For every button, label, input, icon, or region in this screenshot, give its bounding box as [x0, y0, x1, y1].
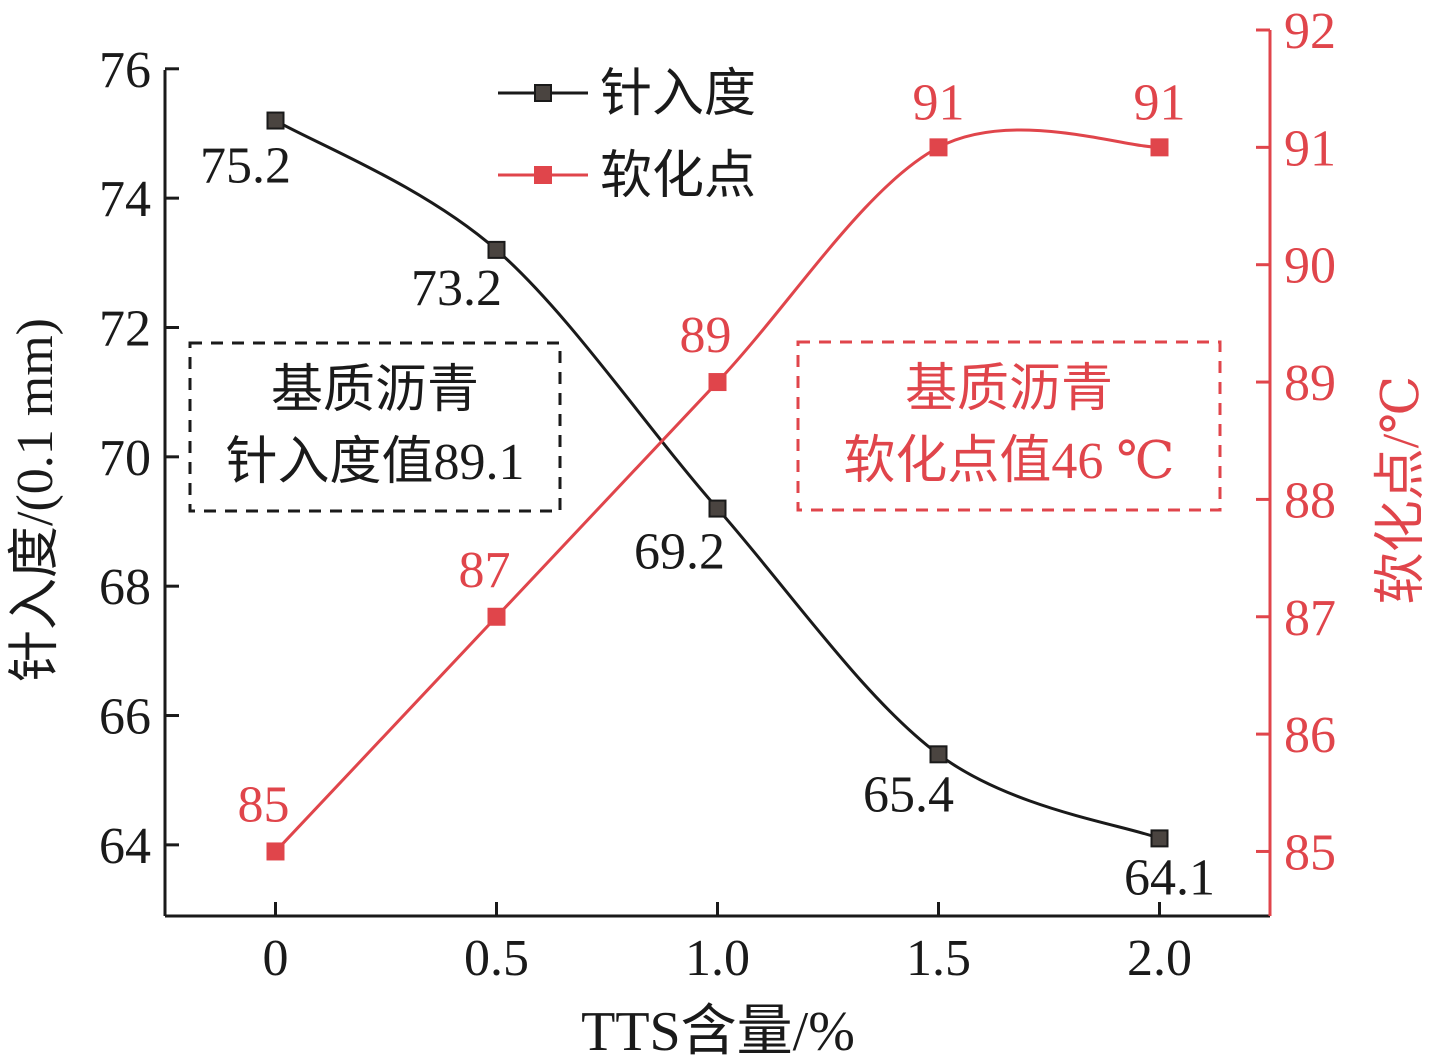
data-label: 91: [913, 74, 965, 131]
x-tick-label: 1.0: [685, 930, 750, 987]
data-label: 89: [680, 307, 732, 364]
left-y-tick-label: 68: [99, 559, 151, 616]
data-point-marker: [266, 842, 285, 861]
annotation-text: 软化点值46 ℃: [843, 433, 1174, 490]
annotation-text: 基质沥青: [905, 361, 1113, 418]
annotation-box: [188, 341, 562, 513]
annotation-box: [796, 340, 1222, 512]
left-y-tick-label: 76: [99, 42, 151, 99]
legend-marker: [534, 84, 552, 102]
right-y-axis-label: 软化点/℃: [1373, 376, 1430, 605]
legend-label: 软化点: [600, 148, 756, 205]
x-tick-label: 2.0: [1127, 930, 1192, 987]
data-point-marker: [1150, 829, 1169, 848]
annotation-text: 针入度值89.1: [225, 434, 524, 491]
data-label: 85: [238, 776, 290, 833]
annotation-text: 基质沥青: [271, 362, 479, 419]
right-y-tick-label: 92: [1284, 3, 1336, 60]
right-y-tick-label: 90: [1284, 238, 1336, 295]
data-label: 91: [1134, 74, 1186, 131]
data-point-marker: [708, 373, 727, 392]
right-y-tick-label: 86: [1284, 707, 1336, 764]
data-label: 69.2: [634, 524, 725, 581]
right-y-tick-label: 87: [1284, 590, 1336, 647]
data-point-marker: [929, 138, 948, 157]
x-tick-label: 0: [263, 930, 289, 987]
left-y-axis-label: 针入度/(0.1 mm): [7, 318, 64, 682]
plot-area: 75.2 73.2 69.2 65.4 64.1 85 87 89 91 91: [200, 74, 1215, 906]
data-label: 87: [459, 542, 511, 599]
data-point-marker: [487, 240, 506, 259]
data-label: 65.4: [863, 766, 954, 823]
axes: 0 0.5 1.0 1.5 2.0 64 66 68 70 72 74 76 85 86 87 88 89 90 9…: [99, 3, 1336, 987]
data-label: 75.2: [200, 138, 291, 195]
data-point-marker: [708, 499, 727, 518]
legend-marker: [534, 166, 552, 184]
data-point-marker: [266, 111, 285, 130]
right-y-tick-label: 85: [1284, 824, 1336, 881]
data-label: 64.1: [1124, 849, 1215, 906]
data-point-marker: [929, 745, 948, 764]
right-y-tick-label: 89: [1284, 355, 1336, 412]
left-y-tick-label: 70: [99, 430, 151, 487]
right-y-tick-label: 91: [1284, 120, 1336, 177]
right-y-tick-label: 88: [1284, 472, 1336, 529]
left-y-tick-label: 64: [99, 818, 151, 875]
x-axis-label: TTS含量/%: [581, 1001, 855, 1059]
x-tick-label: 0.5: [464, 930, 529, 987]
data-point-marker: [1150, 138, 1169, 157]
left-y-tick-label: 66: [99, 689, 151, 746]
data-label: 73.2: [411, 260, 502, 317]
x-tick-label: 1.5: [906, 930, 971, 987]
left-y-tick-label: 74: [99, 171, 151, 228]
legend-label: 针入度: [600, 66, 756, 123]
left-y-tick-label: 72: [99, 300, 151, 357]
data-point-marker: [487, 607, 506, 626]
